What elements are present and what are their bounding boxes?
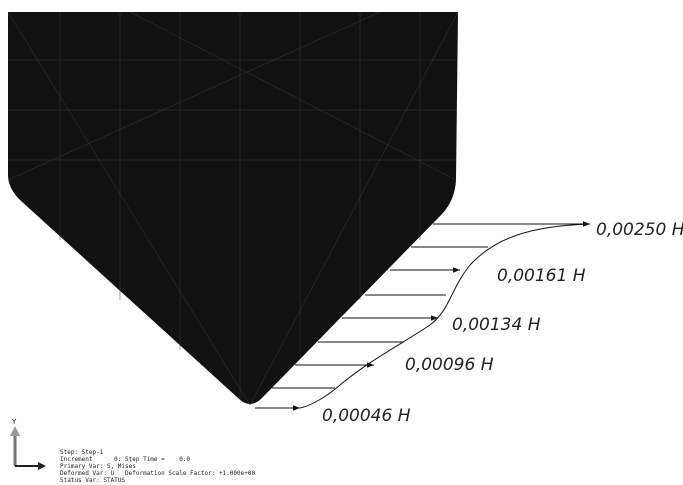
force-label: 0,00046 Н: [322, 406, 411, 426]
force-label: 0,00161 Н: [497, 266, 586, 286]
info-line: Step: Step-1: [60, 449, 104, 456]
info-line: Primary Var: S, Mises: [60, 463, 136, 470]
triad: Y: [10, 418, 46, 470]
force-label: 0,00134 Н: [452, 315, 541, 335]
body-shape: [7, 11, 459, 406]
force-label: 0,00250 Н: [596, 220, 683, 240]
force-arrows: [255, 221, 591, 411]
force-label: 0,00096 Н: [405, 355, 494, 375]
axis-label: Y: [11, 418, 17, 426]
info-line: Increment 0: Step Time = 0.0: [60, 456, 190, 463]
info-line: Status Var: STATUS: [60, 477, 125, 484]
info-line: Deformed Var: U Deformation Scale Factor…: [60, 470, 255, 477]
